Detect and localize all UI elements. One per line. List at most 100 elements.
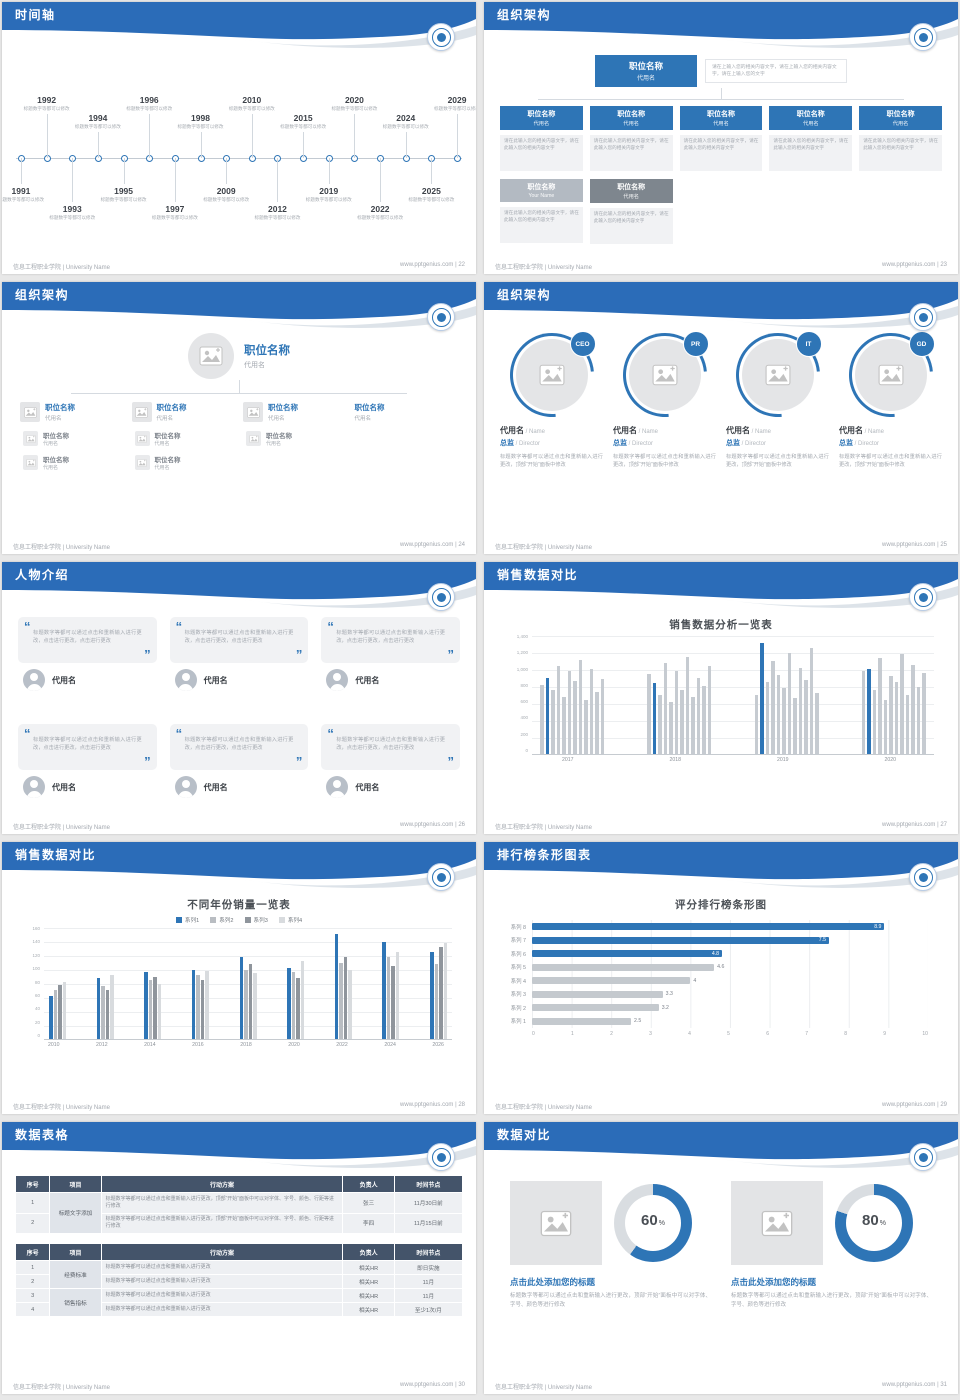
- donut-chart: 60%: [614, 1184, 692, 1262]
- logo-inner-ring: [913, 27, 933, 47]
- close-quote-icon: ”: [447, 754, 455, 770]
- bar: [532, 936, 829, 944]
- x-tick-label: 2017: [562, 757, 574, 763]
- cell-time: 至少1次/月: [393, 1302, 464, 1317]
- bar: [872, 689, 877, 754]
- footer-site: www.pptgenius.com: [400, 262, 454, 268]
- university-logo-icon: [427, 23, 455, 51]
- bar: [793, 698, 797, 754]
- slide-footer: 信息工程职业学院 | University Name www.pptgenius…: [495, 542, 947, 551]
- slide-org-boxes[interactable]: 组织架构 职位名称 代用名 请在上输入您的相关内容文字，请在上输入您的相关内容文字，…: [484, 2, 958, 274]
- profile-role-en: / Director: [740, 441, 767, 447]
- bar: [815, 693, 819, 754]
- bar-group: [382, 928, 400, 1039]
- cell-time: 即日实施: [393, 1260, 464, 1275]
- slide-compare[interactable]: 数据对比 60% 点击此处添加您的标题 标题数字等都可以通过点击和重新输入进行更改，…: [484, 1122, 958, 1394]
- logo-inner-ring: [431, 27, 451, 47]
- legend-swatch: [278, 917, 285, 923]
- timeline-year: 1993: [62, 204, 82, 215]
- slide-org-profiles[interactable]: 组织架构 CEO 代用名 / Name 总监 / Director 标题数字等都可以通…: [484, 282, 958, 554]
- footer-separator: |: [935, 1382, 941, 1388]
- org-sub: 职位名称 代用名: [134, 430, 236, 447]
- org-node-box: 职位名称 代用名: [589, 106, 673, 130]
- profile-name-en: / Name: [637, 429, 659, 435]
- bar-row: 4.6: [532, 961, 928, 975]
- x-tick-label: 2016: [192, 1042, 204, 1048]
- position-name: 代用名: [43, 441, 59, 447]
- bar: [545, 678, 549, 754]
- header-wave: [484, 282, 958, 328]
- university-logo-icon: [427, 863, 455, 891]
- slide-monthly-chart[interactable]: 销售数据对比 销售数据分析一览表 1,400 1,200 1,000 800 600 400…: [484, 562, 958, 834]
- bar: [782, 688, 786, 754]
- slide-org-tree[interactable]: 组织架构 职位名称 代用名 职位名称 代用名 职位名称 代用名 职位名称 代用名 职位名称 代用名…: [2, 282, 476, 554]
- position-name: 代用名: [154, 441, 170, 447]
- bar: [600, 679, 604, 754]
- org-connector: [71, 380, 407, 394]
- position-name: 代用名: [154, 465, 170, 471]
- chart-area: 160 140 120 100 80 60 40 20 0: [20, 926, 452, 1040]
- profile-badge: PR: [682, 331, 709, 357]
- logo-inner-ring: [431, 587, 451, 607]
- slide-ranking-chart[interactable]: 排行榜条形图表 评分排行榜条形图 系列 8 系列 7 系列 6 系列 5 系列 4 系列 3…: [484, 842, 958, 1114]
- slide-tables[interactable]: 数据表格 序号 项目 行动方案 负责人 时间节点 1 标题文字添加 标题数字等都可以通过点击和…: [2, 1122, 476, 1394]
- image-placeholder-icon: [539, 364, 564, 386]
- timeline-year: 1997: [165, 204, 185, 215]
- slide-persons[interactable]: 人物介绍 “标题数字等都可以通过点击和重新输入进行更改，点击进行更改，点击进行更…: [2, 562, 476, 834]
- header-wave: [484, 562, 958, 608]
- cell-plan: 标题数字等都可以通过点击和重新输入进行更改，顶部“开始”面板中可以对字体、字号、…: [100, 1212, 344, 1234]
- x-tick-label: 2018: [669, 757, 682, 763]
- org-sub: 职位名称 代用名: [23, 454, 124, 471]
- slide-grouped-chart[interactable]: 销售数据对比 不同年份销量一览表 系列1 系列2 系列3 系列4 160 140 120 100…: [2, 842, 476, 1114]
- slide-timeline[interactable]: 时间轴 1991 标题数字等都可以修改 1992 标题数字等都可以修改 1993 标题数字…: [2, 2, 476, 274]
- value-label: 4.6: [717, 964, 725, 971]
- bar: [680, 689, 684, 754]
- footer-right: www.pptgenius.com | 22: [400, 262, 465, 271]
- grouped-bar-chart: 不同年份销量一览表 系列1 系列2 系列3 系列4 160 140 120 100 80 60 40 2…: [2, 889, 476, 1099]
- bar: [532, 950, 723, 958]
- legend-label: 系列3: [253, 918, 268, 924]
- bar: [911, 664, 915, 754]
- org-node: 职位名称 代用名 请在此输入您的相关内容文字，请在此输入您的相关内容文字: [589, 179, 673, 244]
- y-tick-label: 0: [525, 747, 528, 753]
- bar-group: [754, 636, 819, 754]
- header-wave-shape: [484, 282, 958, 328]
- category-label: 系列 5: [510, 965, 526, 972]
- table-row: 4 标题数字等都可以通过点击和重新输入进行更改 相关HR 至少1次/月: [14, 1302, 464, 1317]
- bar: [540, 684, 544, 754]
- person-name: 代用名: [203, 675, 228, 685]
- column-header: 行动方案: [100, 1175, 344, 1193]
- photo-placeholder: [134, 455, 150, 470]
- legend-label: 系列1: [184, 918, 200, 924]
- photo-placeholder: [131, 402, 152, 422]
- bar: [674, 670, 679, 754]
- timeline-caption: 标题数字等都可以修改: [357, 215, 404, 221]
- header-wave: [2, 842, 476, 888]
- footer-separator: |: [935, 822, 941, 828]
- column-header: 时间节点: [393, 1243, 464, 1261]
- timeline-stem: [277, 158, 279, 203]
- value-label: 3.3: [665, 991, 673, 998]
- logo-inner-ring: [913, 307, 933, 327]
- header-wave: [484, 842, 958, 888]
- slide-title: 人物介绍: [15, 568, 70, 582]
- y-tick-label: 600: [520, 699, 528, 705]
- university-logo-icon: [909, 863, 937, 891]
- slide-footer: 信息工程职业学院 | University Name www.pptgenius…: [13, 1102, 465, 1111]
- timeline-stem: [174, 158, 176, 203]
- slide-title: 销售数据对比: [15, 848, 97, 862]
- header-wave: [2, 1122, 476, 1168]
- image-placeholder-icon: [765, 364, 790, 386]
- org-sub-list: 职位名称 代用名: [246, 430, 347, 447]
- timeline-item: 2010 标题数字等都可以修改: [229, 95, 275, 112]
- bar: [532, 923, 885, 931]
- footer-school: 信息工程职业学院 | University Name: [495, 545, 592, 551]
- quote-text: 标题数字等都可以通过点击和重新输入进行更改，点击进行更改，点击进行更改: [336, 737, 445, 752]
- profile-circle: IT: [718, 329, 837, 435]
- x-tick-label: 2024: [384, 1042, 396, 1048]
- category-label: 系列 7: [510, 938, 526, 945]
- cell-time: 11月: [393, 1274, 464, 1289]
- bar: [443, 943, 447, 1039]
- bar: [348, 969, 352, 1039]
- x-tick-label: 8: [844, 1031, 848, 1037]
